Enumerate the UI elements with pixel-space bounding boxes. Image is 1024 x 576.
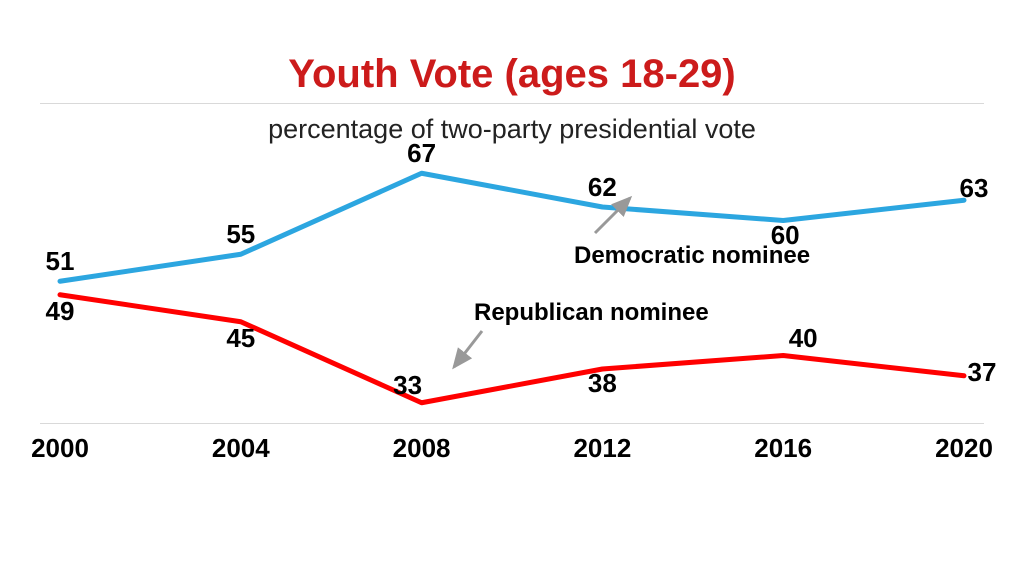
- x-tick-label: 2012: [573, 433, 631, 464]
- data-label: 40: [789, 323, 818, 354]
- data-label: 38: [588, 368, 617, 399]
- data-label: 33: [393, 370, 422, 401]
- data-label: 62: [588, 172, 617, 203]
- data-label: 67: [407, 138, 436, 169]
- x-tick-label: 2004: [212, 433, 270, 464]
- chart-bottom-rule: [40, 423, 984, 424]
- data-label: 51: [46, 246, 75, 277]
- x-axis: 200020042008201220162020: [40, 433, 984, 467]
- line-chart: 515567626063494533384037Democratic nomin…: [40, 153, 984, 423]
- x-tick-label: 2016: [754, 433, 812, 464]
- data-label: 55: [226, 219, 255, 250]
- series-annotation: Republican nominee: [474, 299, 709, 327]
- data-label: 37: [968, 357, 997, 388]
- data-label: 63: [960, 173, 989, 204]
- series-annotation: Democratic nominee: [574, 242, 810, 270]
- slide: Youth Vote (ages 18-29) percentage of tw…: [0, 52, 1024, 576]
- data-label: 49: [46, 296, 75, 327]
- x-tick-label: 2000: [31, 433, 89, 464]
- data-label: 45: [226, 323, 255, 354]
- x-tick-label: 2020: [935, 433, 993, 464]
- chart-subtitle: percentage of two-party presidential vot…: [0, 114, 1024, 145]
- chart-svg: [40, 153, 984, 423]
- title-divider: [40, 103, 984, 104]
- chart-title: Youth Vote (ages 18-29): [0, 52, 1024, 97]
- chart-container: 515567626063494533384037Democratic nomin…: [40, 153, 984, 423]
- x-tick-label: 2008: [393, 433, 451, 464]
